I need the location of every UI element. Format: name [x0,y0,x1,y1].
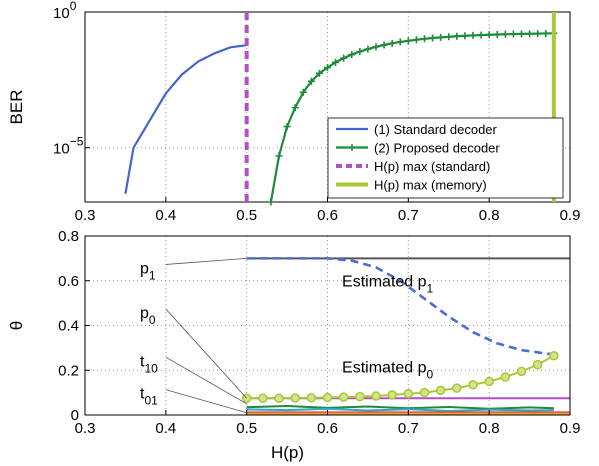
param-label-t10: t10 [140,353,158,375]
bottom-y-tick-label: 0.8 [58,228,79,245]
estimated-p0-point [371,391,381,401]
legend-marker [348,144,356,151]
top-ber-chart: 0.3 0.4 0.5 0.6 0.7 0.8 0.9 100 10−5 BER (1) Stand… [7,0,580,224]
estimated-p0-point [403,388,414,399]
legend-entry: (1) Standard decoder [374,122,498,137]
estimated-p0-point [355,391,365,402]
proposed-decoder-point [307,77,315,85]
bottom-x-tick-label: 0.7 [398,420,419,437]
estimated-p0-point [484,376,494,387]
estimated-p0-point [532,359,543,370]
estimated-p0-point [338,392,349,402]
param-leader-line [165,356,247,405]
proposed-decoder-point [485,31,493,39]
param-label-p1: p1 [140,260,156,282]
proposed-decoder-point [518,30,525,38]
estimated-p0-point [258,393,268,403]
top-x-tick-label: 0.9 [560,207,581,224]
bottom-x-tick-label: 0.9 [560,420,581,437]
bottom-y-tick-label: 0.4 [58,318,79,335]
param-leader-line [165,257,247,265]
bottom-x-tick-label: 0.3 [75,420,96,437]
bottom-theta-chart: 0.3 0.4 0.5 0.6 0.7 0.8 0.9 0 0.2 0.4 0.6 0.8 H(p) θ p… [7,228,580,462]
proposed-decoder-point [332,58,340,66]
proposed-decoder-point [356,48,364,56]
proposed-decoder-point [340,54,348,62]
top-x-tick-label: 0.6 [317,207,338,224]
estimated-p0-point [435,385,446,396]
proposed-decoder-point [315,69,323,77]
proposed-decoder-point [453,32,461,40]
proposed-decoder-point [477,31,485,39]
proposed-decoder-point [372,43,380,51]
legend-entry: H(p) max (memory) [374,178,487,193]
estimated-p0-point [306,393,317,403]
proposed-decoder-point [275,152,283,160]
estimated-p0-point [419,387,430,398]
proposed-decoder-point [501,30,509,38]
proposed-decoder-point [299,88,307,96]
proposed-decoder-point [364,45,372,53]
proposed-decoder-point [509,30,517,38]
proposed-decoder-point [542,29,550,37]
proposed-decoder-point [404,37,412,45]
theta-series-6 [246,407,554,412]
estimated-p0-point [290,393,300,403]
series-line-1 [124,44,247,195]
proposed-decoder-point [534,30,542,38]
proposed-decoder-point [469,31,477,39]
param-label-p0: p0 [140,305,156,327]
top-x-tick-label: 0.8 [479,207,500,224]
top-x-tick-label: 0.5 [236,207,257,224]
bottom-y-tick-label: 0 [71,407,79,424]
proposed-decoder-point [412,36,420,44]
estimated-p0-point [549,350,559,361]
estimated-p0-point [516,366,527,377]
estimated-p0-point [452,383,462,393]
proposed-decoder-point [493,31,501,39]
top-y-tick-label: 100 [53,0,77,22]
annotation-estimated-p0: Estimated p0 [342,359,433,381]
estimated-p0-point [274,393,284,403]
top-y-axis-label: BER [7,90,26,125]
proposed-decoder-point [283,123,291,131]
proposed-decoder-point [429,34,437,42]
proposed-decoder-point [291,104,299,112]
proposed-decoder-point [388,39,396,47]
estimated-p0-point [468,380,478,390]
proposed-decoder-point [348,51,356,59]
top-x-tick-label: 0.3 [75,207,96,224]
top-y-tick-label: 10−5 [53,135,84,158]
proposed-decoder-point [421,35,428,43]
estimated-p0-point [500,372,511,382]
proposed-decoder-point [526,30,534,38]
bottom-y-tick-label: 0.2 [58,362,79,379]
top-x-tick-label: 0.4 [155,207,176,224]
proposed-decoder-point [461,32,469,40]
bottom-x-tick-label: 0.5 [236,420,257,437]
bottom-x-tick-label: 0.6 [317,420,338,437]
param-leader-line [165,308,247,399]
legend-entry: (2) Proposed decoder [374,141,500,156]
bottom-x-axis-label: H(p) [271,443,304,462]
estimated-p0-point [322,392,333,403]
legend-entry: H(p) max (standard) [374,159,490,174]
estimated-p0-point [387,390,397,400]
proposed-decoder-point [267,198,275,206]
top-x-tick-label: 0.7 [398,207,419,224]
proposed-decoder-point [445,33,453,41]
annotation-estimated-p1: Estimated p1 [342,273,433,295]
bottom-x-tick-label: 0.8 [479,420,500,437]
theta-series-2 [246,257,555,356]
param-leader-line [165,389,247,414]
bottom-y-tick-label: 0.6 [58,273,79,290]
bottom-x-tick-label: 0.4 [155,420,176,437]
param-label-t01: t01 [140,386,158,408]
proposed-decoder-point [324,64,331,72]
proposed-decoder-point [437,33,445,41]
proposed-decoder-point [380,41,388,49]
proposed-decoder-point [396,38,404,46]
bottom-y-axis-label: θ [7,321,26,330]
